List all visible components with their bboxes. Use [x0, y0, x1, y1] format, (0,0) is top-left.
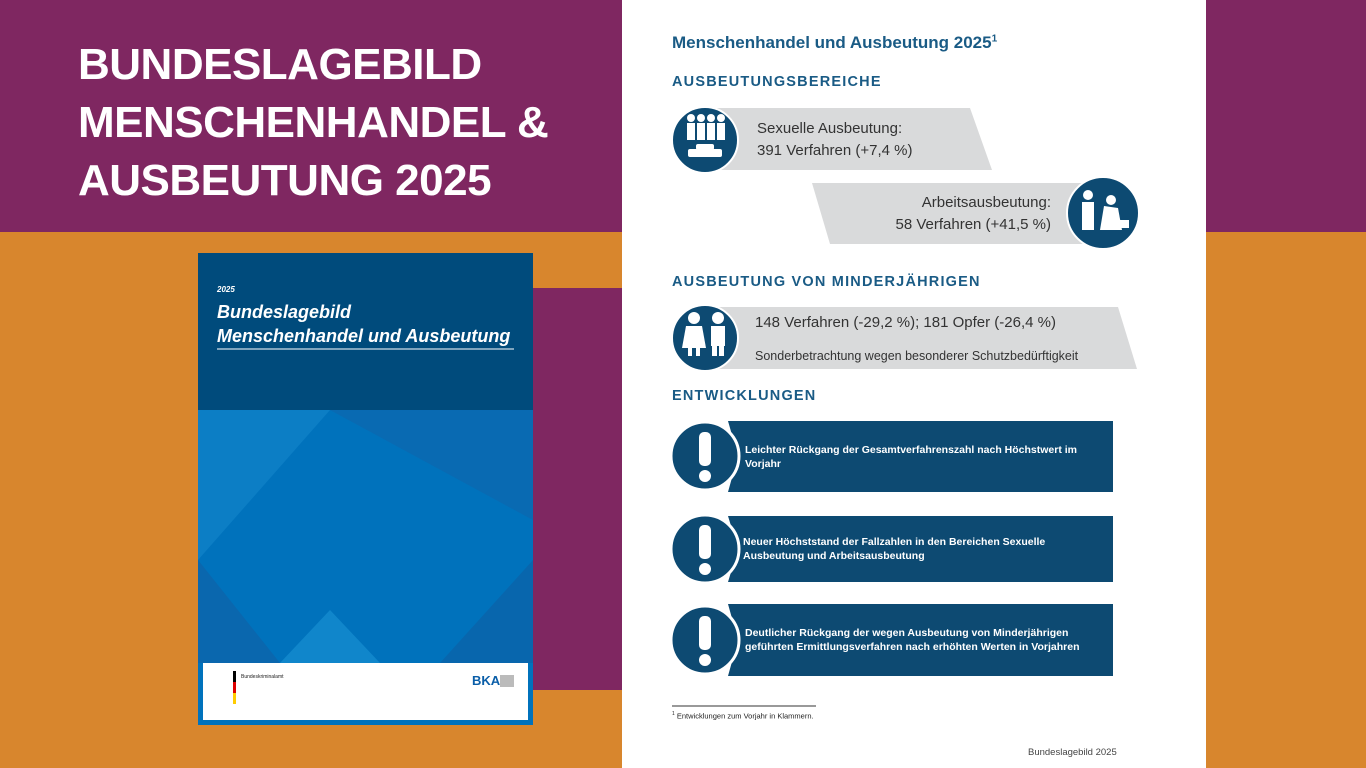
headline: BUNDESLAGEBILD MENSCHENHANDEL & AUSBEUTU… [78, 36, 549, 210]
cover-title-line: Menschenhandel und Ausbeutung [217, 326, 511, 346]
stat-detail: Sonderbetrachtung wegen besonderer Schut… [755, 349, 1079, 363]
footnote-text: Entwicklungen zum Vorjahr in Klammern. [676, 711, 814, 721]
headline-line: MENSCHENHANDEL & [78, 98, 549, 147]
stat-detail: 391 Verfahren (+7,4 %) [757, 142, 913, 159]
footnote: 1 Entwicklungen zum Vorjahr in Klammern. [672, 711, 814, 721]
cover-year: 2025 [217, 285, 235, 294]
page-title-note: 1 [991, 33, 998, 45]
headline-line: AUSBEUTUNG 2025 [78, 156, 492, 205]
cover-logo: BKA [472, 673, 501, 688]
page-footer: Bundeslagebild 2025 [1028, 747, 1117, 758]
development-text: Neuer Höchststand der Fallzahlen in den … [743, 536, 1046, 562]
stat-block: Sexuelle Ausbeutung: 391 Verfahren (+7,4… [757, 118, 913, 162]
stat-block: Arbeitsausbeutung: 58 Verfahren (+41,5 %… [895, 192, 1051, 236]
page-title-text: Menschenhandel und Ausbeutung 2025 [672, 33, 992, 52]
cover-title-line: Bundeslagebild [217, 302, 352, 322]
development-text: Leichter Rückgang der Gesamtverfahrensza… [745, 444, 1078, 470]
cover-title: Bundeslagebild Menschenhandel und Ausbeu… [217, 300, 510, 348]
page-title: Menschenhandel und Ausbeutung 20251 [672, 33, 997, 53]
cover-agency: Bundeskriminalamt [241, 674, 284, 680]
headline-line: BUNDESLAGEBILD [78, 40, 482, 89]
stat-detail: 58 Verfahren (+41,5 %) [895, 216, 1051, 233]
stat-label: 148 Verfahren (-29,2 %); 181 Opfer (-26,… [755, 314, 1056, 331]
footnote-marker: 1 [672, 711, 675, 717]
stat-label: Arbeitsausbeutung: [921, 194, 1051, 211]
section-heading: AUSBEUTUNGSBEREICHE [672, 74, 882, 90]
section-heading: AUSBEUTUNG VON MINDERJÄHRIGEN [672, 274, 981, 290]
development-text: Deutlicher Rückgang der wegen Ausbeutung… [745, 627, 1080, 653]
section-heading: ENTWICKLUNGEN [672, 388, 817, 404]
stat-label: Sexuelle Ausbeutung: [757, 120, 903, 137]
